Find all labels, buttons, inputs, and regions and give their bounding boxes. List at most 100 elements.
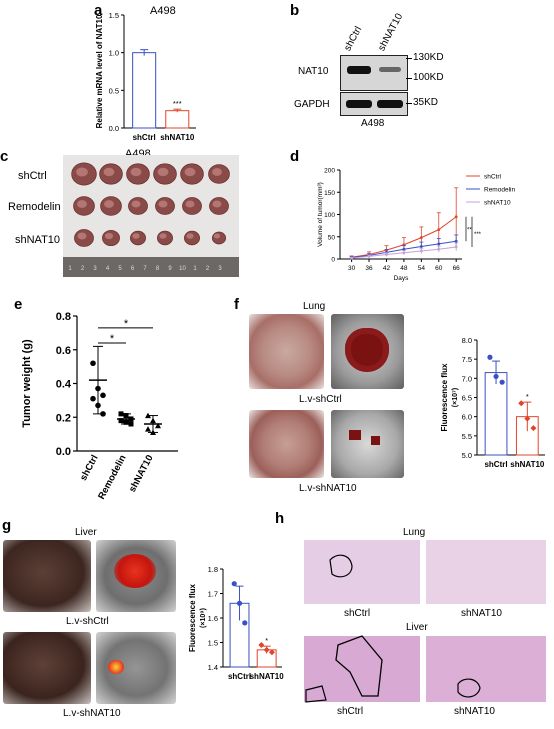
tumor-outline-liver	[335, 635, 383, 697]
histology-caption-liver-shctrl: shCtrl	[337, 706, 364, 717]
significance-label: *	[526, 392, 529, 401]
y-tick-label: 7.0	[462, 374, 472, 383]
tumor-highlight	[159, 233, 167, 239]
data-point-shNAT10	[145, 412, 151, 419]
significance-label: ***	[474, 232, 482, 238]
y-axis-label: Tumor weight (g)	[21, 339, 33, 428]
significance-label: *	[124, 318, 129, 330]
y-axis-label: Volume of tumor(mm³)	[317, 182, 324, 247]
tumor-highlight	[184, 167, 196, 177]
histology-lung-shnat10	[426, 540, 546, 604]
ruler-number: 2	[81, 266, 85, 272]
x-tick-label: 60	[435, 265, 443, 272]
y-tick-label: 0.5	[109, 86, 119, 95]
y-tick-label: 0	[331, 257, 335, 264]
tumor-highlight	[104, 200, 114, 208]
marker-35kd: 35KD	[413, 97, 439, 108]
ruler-number: 7	[143, 266, 147, 272]
x-tick-label: shCtrl	[484, 460, 507, 469]
data-point-shCtrl	[493, 373, 499, 380]
panel-label-f: f	[234, 296, 239, 313]
legend-label-Remodelin: Remodelin	[484, 187, 515, 194]
panel-label-g: g	[2, 517, 12, 534]
blot-gapdh	[340, 92, 408, 116]
y-tick-label: 6.0	[462, 413, 472, 422]
y-tick-label: 6.5	[462, 394, 472, 403]
x-tick-label: shCtrl	[133, 133, 156, 142]
ruler-number: 2	[206, 266, 210, 272]
significance-label: *	[265, 636, 268, 645]
tumor-highlight	[213, 233, 221, 239]
panel-label-d: d	[290, 148, 300, 165]
tumor-highlight	[77, 232, 87, 240]
ruler-number: 3	[218, 266, 222, 272]
band-nat10-shnat10	[379, 67, 401, 72]
liver-ivis-shctrl	[96, 540, 176, 612]
lung-signal-spot-1	[349, 430, 361, 440]
tumor-outline-liver-shnat10	[457, 678, 481, 698]
histology-caption-liver-shnat10: shNAT10	[454, 706, 495, 717]
liver-signal-shnat10	[108, 660, 124, 674]
lung-signal-spot-2	[371, 436, 380, 445]
y-tick-label: 0.0	[109, 124, 119, 133]
x-tick-label: shNAT10	[160, 133, 195, 142]
tumor-highlight	[186, 233, 194, 239]
tumor-highlight	[130, 167, 142, 177]
tumor-highlight	[77, 200, 87, 208]
histology-section-liver: Liver	[406, 622, 428, 633]
x-tick-label: 54	[418, 265, 426, 272]
data-point-shCtrl	[236, 600, 243, 606]
lung-signal-shctrl	[345, 328, 389, 372]
y-tick-label: 1.8	[208, 565, 218, 574]
significance-label: ***	[173, 99, 182, 108]
data-point-shCtrl	[90, 395, 96, 402]
data-point-Remodelin	[123, 413, 129, 419]
panel-f-title: Lung	[303, 301, 326, 312]
y-axis-unit: (×10⁹)	[200, 608, 207, 628]
histology-caption-lung-shctrl: shCtrl	[344, 608, 371, 619]
histology-lung-shctrl	[304, 540, 420, 604]
y-axis-label: Fluorescence flux	[440, 363, 449, 432]
blot-caption: A498	[361, 118, 385, 129]
ruler-number: 9	[168, 266, 172, 272]
y-tick-label: 7.5	[462, 355, 472, 364]
data-point-shNAT10	[258, 641, 265, 648]
y-axis-label: Fluorescence flux	[188, 583, 197, 652]
ruler-number: 1	[193, 266, 197, 272]
data-point-shNAT10	[155, 422, 161, 429]
tumor-highlight	[103, 167, 115, 177]
marker-100kd: 100KD	[413, 72, 444, 83]
y-tick-label: 1.5	[208, 639, 218, 648]
panel-label-e: e	[14, 296, 23, 313]
lung-photo-shnat10	[249, 410, 324, 478]
tumor-highlight	[212, 168, 222, 176]
blot-row-nat10: NAT10	[298, 66, 329, 77]
data-point-shNAT10	[518, 400, 525, 407]
data-point-shCtrl	[242, 620, 248, 626]
tumor-highlight	[185, 200, 195, 208]
lung-ivis-shctrl	[331, 314, 404, 389]
y-tick-label: 0.8	[56, 311, 71, 323]
data-point-shCtrl	[499, 379, 505, 385]
liver-photo-shnat10	[3, 632, 91, 704]
data-point-shCtrl	[487, 354, 493, 360]
data-point-shNAT10	[263, 646, 270, 653]
liver-signal-shctrl	[114, 554, 156, 588]
legend-label-shCtrl: shCtrl	[484, 174, 502, 181]
ruler-number: 6	[131, 266, 135, 272]
data-point-shNAT10	[530, 425, 537, 432]
y-tick-label: 1.0	[109, 49, 119, 58]
y-tick-label: 0.6	[56, 345, 71, 357]
data-point-shNAT10	[367, 254, 371, 258]
y-tick-label: 0.4	[56, 379, 72, 391]
y-tick-label: 1.7	[208, 590, 218, 599]
data-point-Remodelin	[454, 239, 458, 243]
tumor-highlight	[158, 200, 168, 208]
data-point-shCtrl	[100, 411, 106, 417]
y-axis-unit: (×10⁷)	[452, 388, 459, 407]
x-axis-label: Days	[394, 275, 410, 282]
